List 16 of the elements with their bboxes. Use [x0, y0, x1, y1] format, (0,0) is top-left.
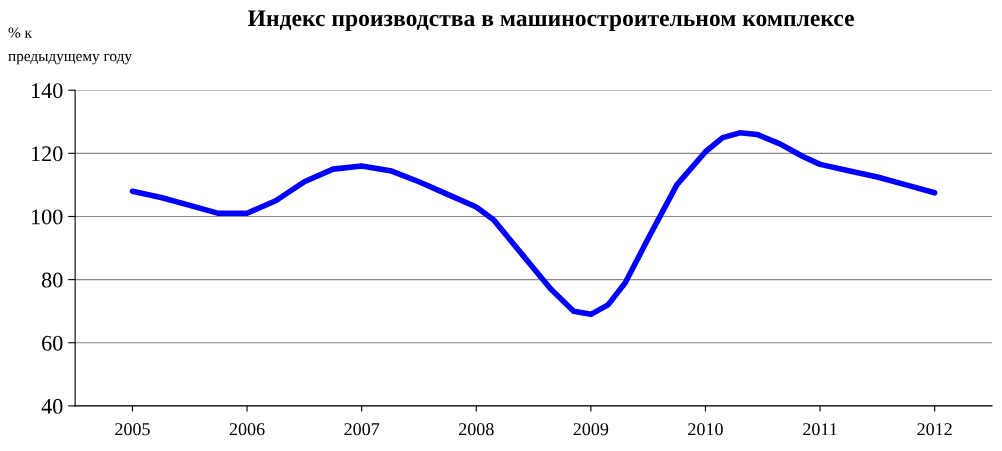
y-tick-label: 80 — [41, 272, 63, 288]
y-tick-label: 140 — [31, 83, 63, 99]
x-tick-label: 2011 — [803, 423, 837, 436]
y-tick-label: 40 — [41, 398, 63, 414]
x-tick-label: 2010 — [688, 423, 723, 436]
chart-title: Индекс производства в машиностроительном комплексе — [248, 10, 854, 31]
y-tick-label: 100 — [31, 209, 63, 225]
x-tick-label: 2007 — [344, 423, 380, 436]
x-tick-label: 2006 — [229, 423, 265, 436]
x-tick-label: 2012 — [917, 423, 952, 436]
y-axis-title: % к предыдущему году — [8, 27, 132, 65]
x-tick-label: 2008 — [459, 423, 494, 436]
y-tick-label: 120 — [31, 146, 63, 162]
x-tick-label: 2009 — [573, 423, 609, 436]
y-tick-label: 60 — [42, 335, 63, 351]
x-tick-label: 2005 — [115, 423, 150, 436]
